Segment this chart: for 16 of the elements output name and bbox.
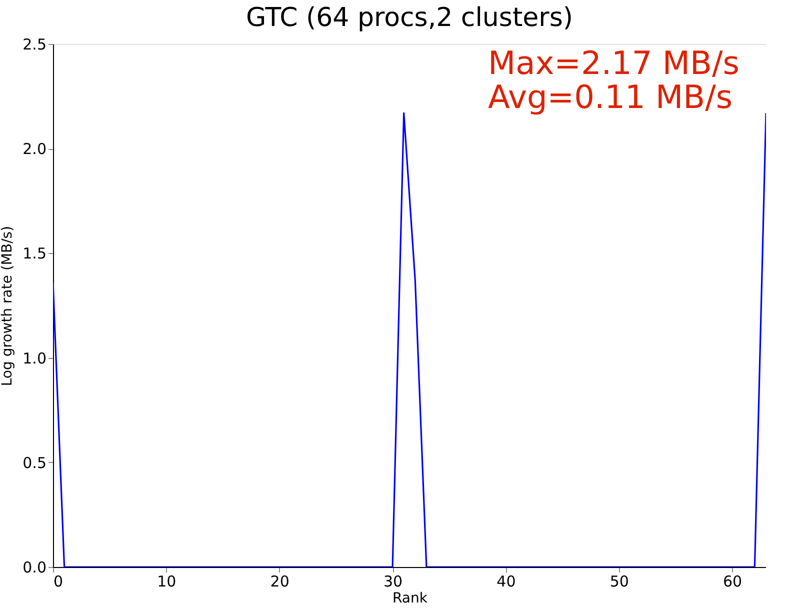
x-tick-label: 20 bbox=[270, 572, 290, 590]
y-tick-label: 1.5 bbox=[22, 244, 46, 263]
x-tick-label: 50 bbox=[610, 572, 629, 590]
y-tick-label: 2.5 bbox=[22, 36, 46, 54]
x-tick-label: 40 bbox=[496, 572, 516, 590]
y-tick-label: 2.0 bbox=[22, 140, 46, 158]
y-axis-title: Log growth rate (MB/s) bbox=[0, 226, 16, 386]
x-tick-label: 0 bbox=[54, 572, 64, 590]
chart-title: GTC (64 procs,2 clusters) bbox=[246, 3, 574, 33]
x-tick-label: 10 bbox=[157, 572, 176, 590]
x-axis-title: Rank bbox=[392, 590, 428, 606]
y-tick-label: 0.5 bbox=[22, 454, 46, 472]
x-tick-label: 60 bbox=[723, 572, 742, 590]
x-tick-label: 30 bbox=[383, 572, 403, 590]
y-tick-label: 0.0 bbox=[22, 558, 46, 576]
y-tick-label: 1.0 bbox=[22, 349, 46, 368]
